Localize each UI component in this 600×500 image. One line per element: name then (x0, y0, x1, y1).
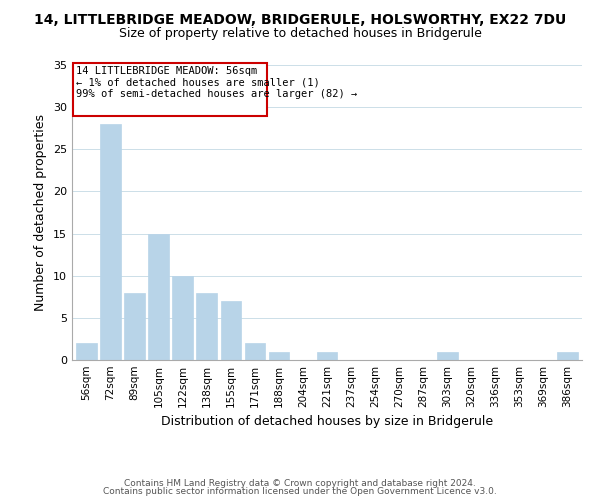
Bar (269, 352, 289, 360)
Text: Contains public sector information licensed under the Open Government Licence v3: Contains public sector information licen… (103, 487, 497, 496)
Bar (557, 352, 578, 360)
FancyBboxPatch shape (73, 64, 267, 116)
Bar (148, 234, 169, 360)
Bar (196, 292, 217, 360)
Y-axis label: Number of detached properties: Number of detached properties (34, 114, 47, 311)
Text: 14, LITTLEBRIDGE MEADOW, BRIDGERULE, HOLSWORTHY, EX22 7DU: 14, LITTLEBRIDGE MEADOW, BRIDGERULE, HOL… (34, 12, 566, 26)
X-axis label: Distribution of detached houses by size in Bridgerule: Distribution of detached houses by size … (161, 416, 493, 428)
Bar (76, 343, 97, 360)
Bar (437, 352, 458, 360)
Bar (317, 352, 337, 360)
Bar (100, 124, 121, 360)
Text: Size of property relative to detached houses in Bridgerule: Size of property relative to detached ho… (119, 28, 481, 40)
Bar (172, 276, 193, 360)
Text: 14 LITTLEBRIDGE MEADOW: 56sqm
← 1% of detached houses are smaller (1)
99% of sem: 14 LITTLEBRIDGE MEADOW: 56sqm ← 1% of de… (76, 66, 357, 99)
Bar (245, 343, 265, 360)
Bar (221, 301, 241, 360)
Text: Contains HM Land Registry data © Crown copyright and database right 2024.: Contains HM Land Registry data © Crown c… (124, 478, 476, 488)
Bar (124, 292, 145, 360)
